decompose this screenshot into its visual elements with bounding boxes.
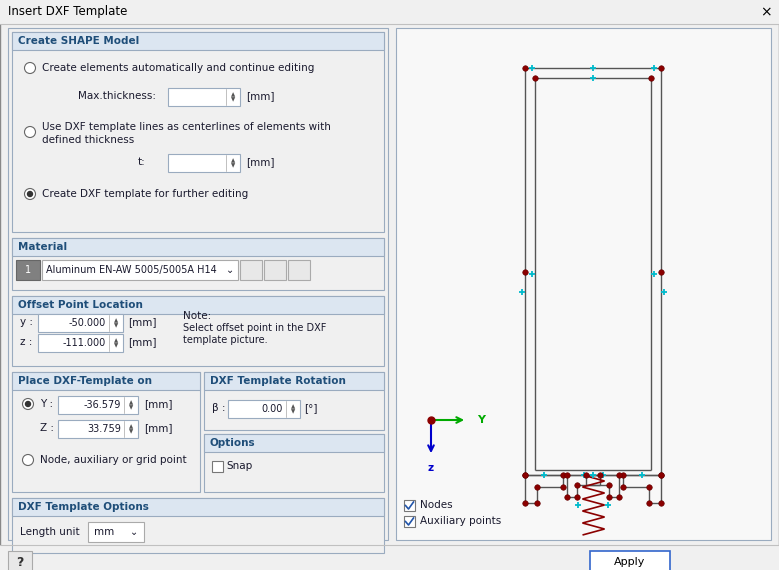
Text: Create DXF template for further editing: Create DXF template for further editing bbox=[42, 189, 249, 199]
Text: Length unit: Length unit bbox=[20, 527, 79, 537]
FancyBboxPatch shape bbox=[204, 434, 384, 452]
Text: ▼: ▼ bbox=[129, 405, 133, 410]
FancyBboxPatch shape bbox=[38, 314, 123, 332]
Text: Create elements automatically and continue editing: Create elements automatically and contin… bbox=[42, 63, 315, 73]
Text: [mm]: [mm] bbox=[246, 157, 274, 167]
Text: z: z bbox=[428, 463, 434, 473]
Text: -111.000: -111.000 bbox=[63, 338, 106, 348]
Text: ▲: ▲ bbox=[231, 158, 235, 163]
Text: ▲: ▲ bbox=[114, 318, 118, 323]
Text: ▲: ▲ bbox=[129, 400, 133, 405]
Text: Material: Material bbox=[18, 242, 67, 252]
FancyBboxPatch shape bbox=[12, 296, 384, 314]
Text: ⌄: ⌄ bbox=[226, 265, 234, 275]
FancyBboxPatch shape bbox=[212, 461, 223, 472]
Text: ▼: ▼ bbox=[231, 163, 235, 168]
Text: β :: β : bbox=[212, 403, 225, 413]
Text: ▲: ▲ bbox=[114, 338, 118, 343]
FancyBboxPatch shape bbox=[404, 516, 415, 527]
Text: Apply: Apply bbox=[615, 557, 646, 567]
Text: z :: z : bbox=[20, 337, 33, 347]
Circle shape bbox=[24, 189, 36, 200]
Text: 33.759: 33.759 bbox=[87, 424, 121, 434]
Text: 1: 1 bbox=[25, 265, 31, 275]
FancyBboxPatch shape bbox=[12, 372, 200, 492]
Text: 0.00: 0.00 bbox=[262, 404, 283, 414]
FancyBboxPatch shape bbox=[168, 154, 240, 172]
FancyBboxPatch shape bbox=[240, 260, 262, 280]
Text: [mm]: [mm] bbox=[128, 317, 157, 327]
FancyBboxPatch shape bbox=[12, 238, 384, 256]
FancyBboxPatch shape bbox=[12, 498, 384, 553]
FancyBboxPatch shape bbox=[590, 551, 670, 570]
Circle shape bbox=[24, 127, 36, 137]
Text: ×: × bbox=[760, 5, 772, 19]
Text: Create SHAPE Model: Create SHAPE Model bbox=[18, 36, 139, 46]
Text: -36.579: -36.579 bbox=[83, 400, 121, 410]
Text: Offset Point Location: Offset Point Location bbox=[18, 300, 143, 310]
Circle shape bbox=[24, 63, 36, 74]
Text: Nodes: Nodes bbox=[420, 500, 453, 511]
FancyBboxPatch shape bbox=[264, 260, 286, 280]
Text: Use DXF template lines as centerlines of elements with: Use DXF template lines as centerlines of… bbox=[42, 122, 331, 132]
FancyBboxPatch shape bbox=[8, 28, 388, 540]
Text: [mm]: [mm] bbox=[144, 399, 172, 409]
FancyBboxPatch shape bbox=[204, 372, 384, 430]
Text: Z :: Z : bbox=[40, 423, 54, 433]
FancyBboxPatch shape bbox=[88, 522, 144, 542]
Text: ▼: ▼ bbox=[114, 323, 118, 328]
Text: Y: Y bbox=[477, 415, 485, 425]
Circle shape bbox=[27, 192, 33, 197]
Text: Note:: Note: bbox=[183, 311, 211, 321]
Text: Place DXF-Template on: Place DXF-Template on bbox=[18, 376, 152, 386]
Text: ▲: ▲ bbox=[129, 424, 133, 429]
Text: DXF Template Options: DXF Template Options bbox=[18, 502, 149, 512]
FancyBboxPatch shape bbox=[58, 396, 138, 414]
Text: Select offset point in the DXF: Select offset point in the DXF bbox=[183, 323, 326, 333]
Text: ▲: ▲ bbox=[231, 92, 235, 97]
Circle shape bbox=[26, 401, 30, 406]
Text: Aluminum EN-AW 5005/5005A H14: Aluminum EN-AW 5005/5005A H14 bbox=[46, 265, 217, 275]
Text: ⌄: ⌄ bbox=[130, 527, 138, 537]
FancyBboxPatch shape bbox=[38, 334, 123, 352]
FancyBboxPatch shape bbox=[288, 260, 310, 280]
FancyBboxPatch shape bbox=[58, 420, 138, 438]
FancyBboxPatch shape bbox=[16, 260, 40, 280]
Text: mm: mm bbox=[94, 527, 115, 537]
Text: ▲: ▲ bbox=[291, 404, 295, 409]
FancyBboxPatch shape bbox=[204, 434, 384, 492]
Text: ▼: ▼ bbox=[114, 343, 118, 348]
Text: Y :: Y : bbox=[40, 399, 53, 409]
Text: [mm]: [mm] bbox=[246, 91, 274, 101]
FancyBboxPatch shape bbox=[396, 28, 771, 540]
Text: Node, auxiliary or grid point: Node, auxiliary or grid point bbox=[40, 455, 187, 465]
Text: template picture.: template picture. bbox=[183, 335, 268, 345]
FancyBboxPatch shape bbox=[12, 498, 384, 516]
Text: Snap: Snap bbox=[226, 461, 252, 471]
Text: defined thickness: defined thickness bbox=[42, 135, 134, 145]
Circle shape bbox=[23, 398, 33, 409]
FancyBboxPatch shape bbox=[0, 0, 779, 24]
Text: DXF Template Rotation: DXF Template Rotation bbox=[210, 376, 346, 386]
Text: [mm]: [mm] bbox=[128, 337, 157, 347]
Text: ▼: ▼ bbox=[291, 409, 295, 414]
Text: ▼: ▼ bbox=[129, 429, 133, 434]
FancyBboxPatch shape bbox=[12, 296, 384, 366]
Text: Auxiliary points: Auxiliary points bbox=[420, 516, 501, 527]
FancyBboxPatch shape bbox=[12, 32, 384, 232]
Circle shape bbox=[23, 454, 33, 466]
Text: [°]: [°] bbox=[304, 403, 318, 413]
Text: Insert DXF Template: Insert DXF Template bbox=[8, 6, 128, 18]
FancyBboxPatch shape bbox=[12, 32, 384, 50]
Text: ▼: ▼ bbox=[231, 97, 235, 102]
FancyBboxPatch shape bbox=[168, 88, 240, 106]
FancyBboxPatch shape bbox=[12, 372, 200, 390]
FancyBboxPatch shape bbox=[42, 260, 238, 280]
Text: y :: y : bbox=[20, 317, 33, 327]
FancyBboxPatch shape bbox=[404, 500, 415, 511]
Text: ?: ? bbox=[16, 556, 23, 568]
FancyBboxPatch shape bbox=[228, 400, 300, 418]
Text: -50.000: -50.000 bbox=[69, 318, 106, 328]
FancyBboxPatch shape bbox=[8, 551, 32, 570]
